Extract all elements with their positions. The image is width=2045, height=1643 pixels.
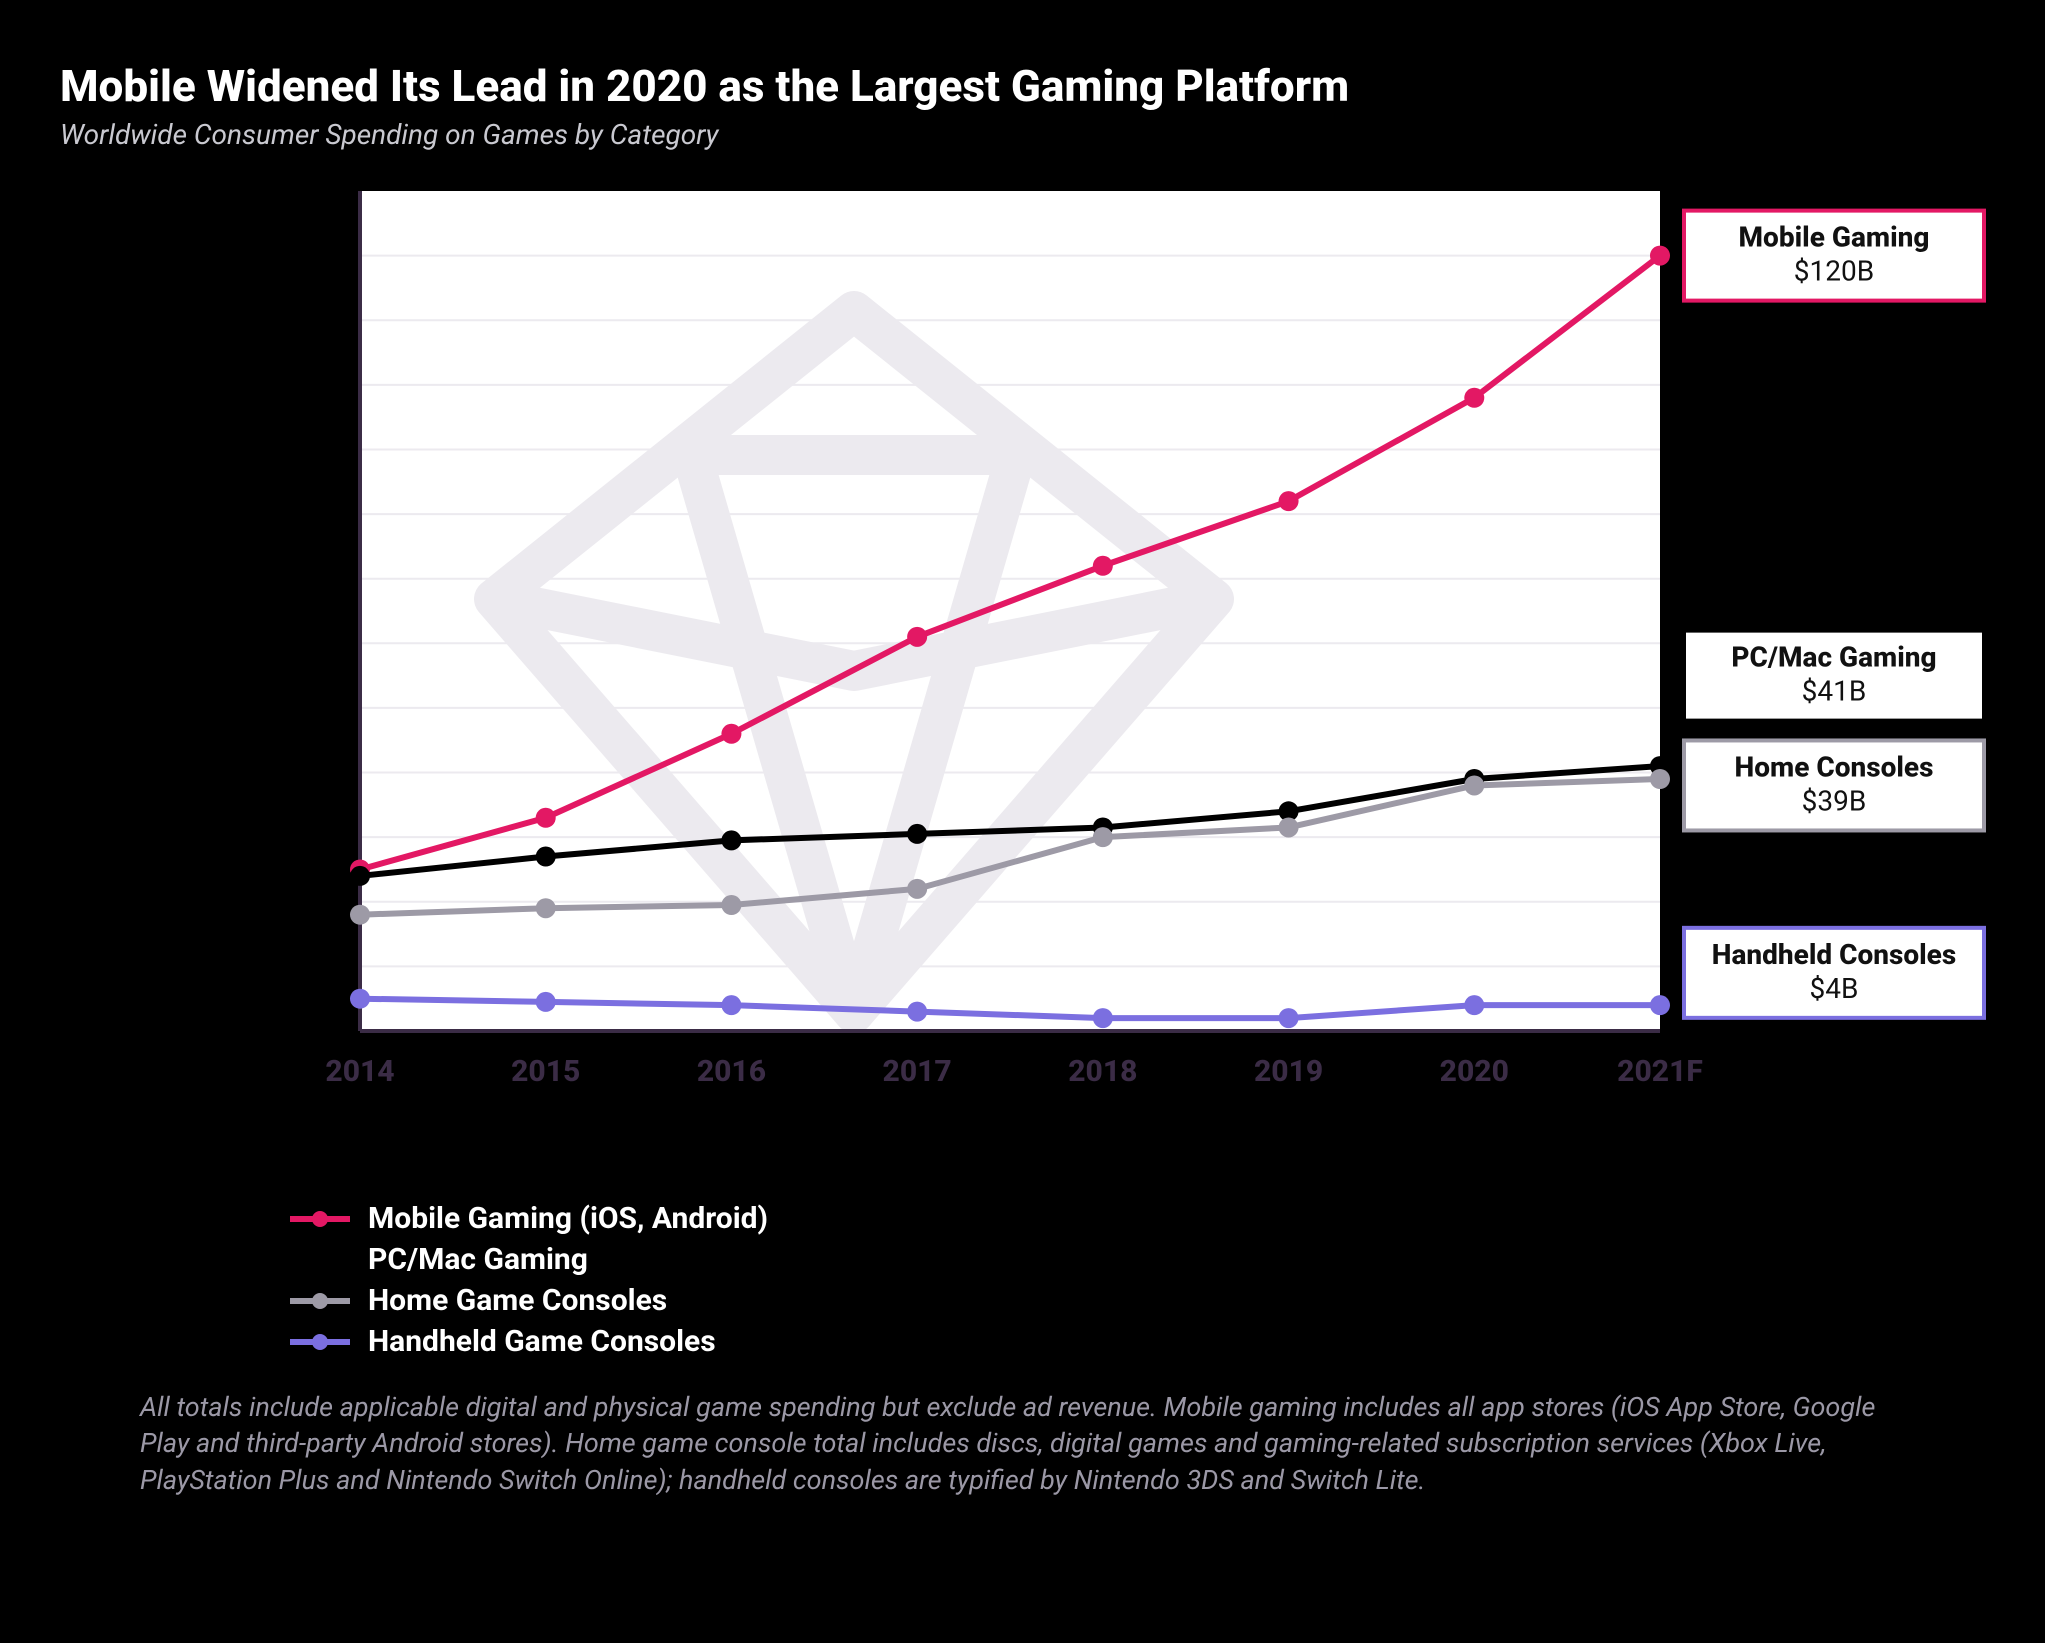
series-marker-handheld	[1464, 995, 1484, 1015]
series-marker-pcmac	[350, 866, 370, 886]
legend-item-console: Home Game Consoles	[290, 1283, 1985, 1318]
series-marker-mobile	[1279, 491, 1299, 511]
series-marker-pcmac	[721, 830, 741, 850]
legend-swatch-icon	[290, 1289, 350, 1313]
series-marker-handheld	[536, 992, 556, 1012]
series-marker-handheld	[1650, 995, 1670, 1015]
series-marker-mobile	[1093, 556, 1113, 576]
series-marker-mobile	[1650, 246, 1670, 266]
x-tick-label: 2014	[325, 1054, 394, 1089]
x-tick-label: 2015	[511, 1054, 580, 1089]
legend-swatch-icon	[290, 1207, 350, 1231]
x-tick-label: 2016	[697, 1054, 766, 1089]
series-marker-pcmac	[536, 847, 556, 867]
chart-container: 2014 2015 2016 2017 2018 2019 2020 2021F Mobile …	[100, 181, 2000, 1181]
x-tick-label: 2021F	[1617, 1054, 1703, 1089]
series-end-label-title-mobile: Mobile Gaming	[1739, 221, 1930, 254]
legend-item-label: Handheld Game Consoles	[368, 1324, 716, 1359]
legend-swatch-icon	[290, 1330, 350, 1354]
legend-item-mobile: Mobile Gaming (iOS, Android)	[290, 1201, 1985, 1236]
legend-item-label: PC/Mac Gaming	[368, 1242, 588, 1277]
series-end-label-value-pcmac: $41B	[1802, 675, 1867, 708]
series-end-label-value-handheld: $4B	[1810, 972, 1859, 1005]
series-marker-console	[1650, 769, 1670, 789]
x-tick-label: 2017	[883, 1054, 952, 1089]
series-marker-console	[536, 898, 556, 918]
legend-item-pcmac: PC/Mac Gaming	[290, 1242, 1985, 1277]
page-title: Mobile Widened Its Lead in 2020 as the L…	[60, 60, 1985, 112]
legend-swatch-icon	[290, 1248, 350, 1272]
series-marker-handheld	[721, 995, 741, 1015]
x-tick-label: 2020	[1440, 1054, 1509, 1089]
legend-item-handheld: Handheld Game Consoles	[290, 1324, 1985, 1359]
series-marker-console	[721, 895, 741, 915]
legend-item-label: Mobile Gaming (iOS, Android)	[368, 1201, 768, 1236]
series-end-label-value-console: $39B	[1802, 784, 1867, 817]
series-marker-mobile	[721, 724, 741, 744]
series-marker-mobile	[1464, 388, 1484, 408]
series-marker-console	[1093, 827, 1113, 847]
footnote-text: All totals include applicable digital an…	[140, 1389, 1905, 1498]
series-marker-console	[1464, 775, 1484, 795]
series-marker-pcmac	[907, 824, 927, 844]
legend: Mobile Gaming (iOS, Android) PC/Mac Gamin…	[290, 1201, 1985, 1359]
x-tick-label: 2019	[1254, 1054, 1323, 1089]
series-marker-handheld	[350, 989, 370, 1009]
line-chart: 2014 2015 2016 2017 2018 2019 2020 2021F Mobile …	[100, 181, 2000, 1181]
series-marker-handheld	[1279, 1008, 1299, 1028]
legend-item-label: Home Game Consoles	[368, 1283, 667, 1318]
series-marker-mobile	[907, 627, 927, 647]
series-marker-console	[1279, 817, 1299, 837]
series-marker-console	[907, 879, 927, 899]
series-marker-console	[350, 905, 370, 925]
series-marker-handheld	[1093, 1008, 1113, 1028]
x-tick-label: 2018	[1068, 1054, 1137, 1089]
page-root: Mobile Widened Its Lead in 2020 as the L…	[0, 0, 2045, 1643]
series-end-label-title-console: Home Consoles	[1735, 750, 1934, 783]
series-marker-handheld	[907, 1002, 927, 1022]
page-subtitle: Worldwide Consumer Spending on Games by …	[60, 118, 1985, 151]
series-end-label-title-handheld: Handheld Consoles	[1712, 938, 1957, 971]
series-end-label-title-pcmac: PC/Mac Gaming	[1731, 641, 1936, 674]
series-marker-mobile	[536, 808, 556, 828]
series-end-label-value-mobile: $120B	[1794, 255, 1874, 288]
